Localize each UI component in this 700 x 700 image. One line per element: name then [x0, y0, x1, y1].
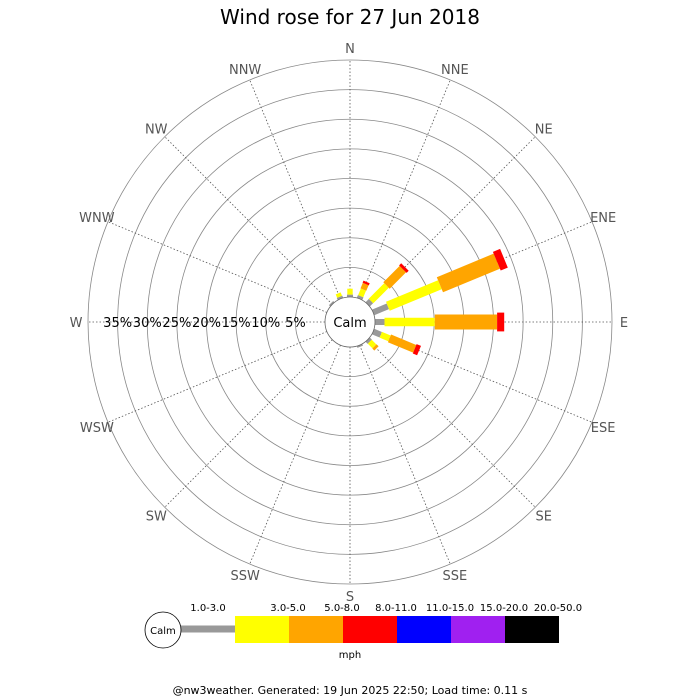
petal-ese-bin0 — [371, 328, 382, 338]
ring-label: 5% — [285, 316, 306, 331]
legend-label-bin3: 8.0-11.0 — [375, 603, 417, 614]
direction-label-ssw: SSW — [230, 569, 260, 584]
petal-nne-bin3 — [362, 280, 370, 286]
legend-label-bin2: 5.0-8.0 — [324, 603, 359, 614]
grid-spoke — [249, 344, 341, 565]
ring-label: 20% — [192, 316, 221, 331]
direction-label-nne: NNE — [441, 63, 469, 78]
legend-swatch-bin6 — [505, 616, 559, 643]
petal-nne-bin2 — [360, 282, 369, 291]
grid-spoke — [367, 339, 536, 508]
direction-label-sse: SSE — [442, 569, 467, 584]
direction-label-ne: NE — [535, 122, 553, 137]
legend-label-bin1: 3.0-5.0 — [270, 603, 305, 614]
legend-swatch-bin3 — [343, 616, 397, 643]
grid-spoke — [107, 331, 328, 423]
petal-ese-bin2 — [387, 334, 417, 353]
petal-ene-bin2 — [436, 253, 500, 293]
legend-swatch-bin2 — [289, 616, 343, 643]
chart-title: Wind rose for 27 Jun 2018 — [220, 5, 480, 29]
legend-label-bin6: 20.0-50.0 — [534, 603, 582, 614]
petal-e-bin1 — [384, 317, 435, 327]
calm-label: Calm — [333, 316, 366, 331]
petal-e-bin2 — [434, 314, 498, 330]
legend-label-bin0: 1.0-3.0 — [190, 603, 225, 614]
petal-ne-bin2 — [383, 265, 407, 289]
petal-ene-bin1 — [386, 280, 442, 311]
speed-legend: 1.0-3.0 3.0-5.0 5.0-8.0 8.0-11.0 11.0-15.0 15… — [144, 603, 582, 661]
legend-calm-circle — [144, 611, 182, 649]
petal-se-bin1 — [367, 339, 377, 349]
grid-spoke — [359, 79, 451, 300]
direction-label-nw: NW — [145, 122, 168, 137]
ring-label: 25% — [162, 316, 191, 331]
direction-label-ene: ENE — [590, 211, 616, 226]
direction-label-se: SE — [536, 510, 552, 525]
legend-swatch-bin4 — [397, 616, 451, 643]
grid-ring — [87, 59, 613, 585]
petal-ne-bin0 — [365, 298, 374, 307]
petal-ese-bin3 — [412, 344, 421, 356]
direction-label-wsw: WSW — [80, 421, 114, 436]
petal-ene-bin0 — [371, 303, 390, 316]
legend-swatch-bin5 — [451, 616, 505, 643]
calm-circle — [324, 296, 376, 348]
direction-label-ese: ESE — [591, 421, 616, 436]
petal-se-bin2 — [372, 344, 379, 351]
ring-label: 10% — [251, 316, 280, 331]
petal-nne-bin0 — [356, 295, 364, 301]
petal-e-bin3 — [497, 312, 505, 332]
legend-label-bin5: 15.0-20.0 — [480, 603, 528, 614]
direction-label-s: S — [346, 590, 354, 605]
grid-spoke — [249, 79, 341, 300]
petal-ese-bin1 — [379, 331, 391, 342]
calm-center: Calm — [324, 296, 376, 348]
ring-label: 15% — [222, 316, 251, 331]
legend-calm-label: Calm — [150, 626, 176, 637]
ring-label: 30% — [133, 316, 162, 331]
legend-unit-label: mph — [339, 650, 361, 661]
legend-swatch-bin1 — [235, 616, 289, 643]
direction-label-w: W — [70, 316, 83, 331]
grid-spoke — [359, 344, 451, 565]
legend-label-bin4: 11.0-15.0 — [426, 603, 474, 614]
direction-label-e: E — [620, 316, 628, 331]
direction-label-nnw: NNW — [229, 63, 261, 78]
direction-label-n: N — [345, 42, 355, 57]
polar-grid — [87, 59, 613, 585]
direction-label-sw: SW — [146, 510, 167, 525]
petal-n-bin1 — [347, 288, 353, 295]
petal-nne-bin1 — [358, 288, 366, 298]
ring-labels: 35% 30% 25% 20% 15% 10% 5% — [103, 316, 306, 331]
petal-nnw-bin1 — [335, 292, 342, 298]
direction-label-wnw: WNW — [79, 211, 115, 226]
direction-labels: N NNE NE ENE E ESE SE SSE S SSW SW WSW W WNW NW NNW — [70, 42, 629, 605]
petal-ne-bin1 — [368, 283, 389, 304]
grid-spoke — [164, 339, 333, 508]
petal-ene-bin3 — [492, 248, 508, 271]
ring-label: 35% — [103, 316, 132, 331]
grid-spoke — [107, 221, 328, 313]
petal-se-bin0 — [365, 337, 372, 344]
grid-ring — [146, 118, 554, 526]
footer-text: @nw3weather. Generated: 19 Jun 2025 22:5… — [172, 684, 528, 697]
grid-spoke — [164, 136, 333, 305]
petal-ne-bin3 — [399, 263, 409, 273]
